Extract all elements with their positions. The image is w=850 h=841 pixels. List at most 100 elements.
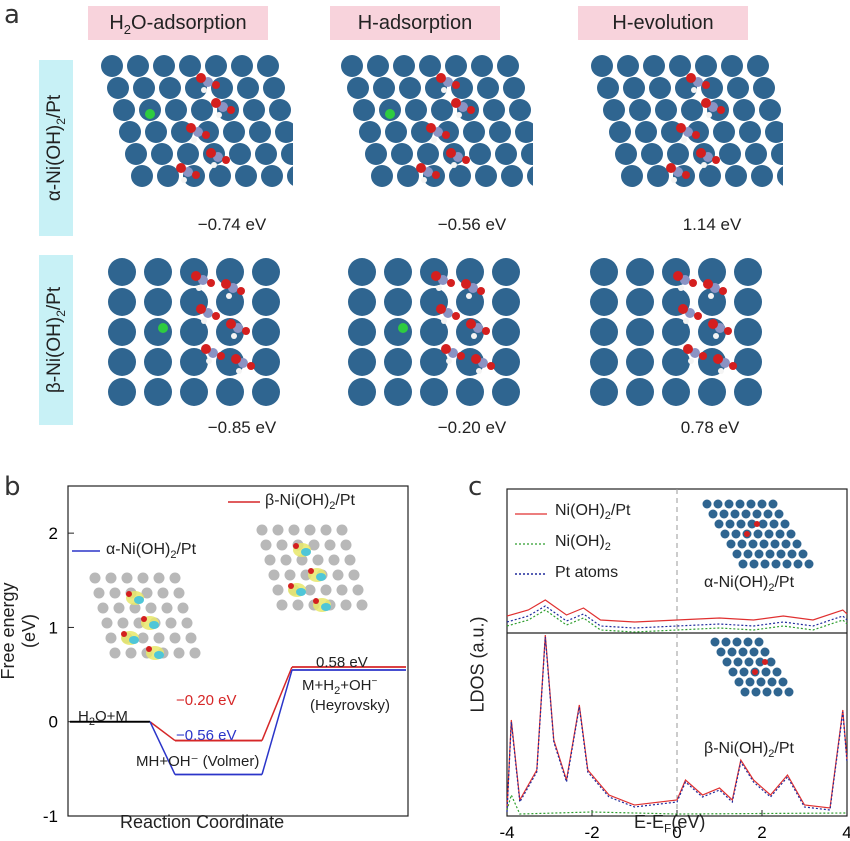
label-h2o-m: H2O+M xyxy=(78,708,128,728)
pt-atom xyxy=(698,258,726,286)
col-title-h2o-adsorption: H2O-adsorption xyxy=(88,6,268,40)
adsorbed-h-atom xyxy=(385,109,395,119)
pt-atom xyxy=(649,77,671,99)
pt-atom xyxy=(384,258,412,286)
adsorbed-h-atom xyxy=(398,323,408,333)
pt-atom xyxy=(180,318,208,346)
pt-atom xyxy=(734,288,762,316)
energy-connector-beta xyxy=(261,666,293,741)
pt-atom xyxy=(263,77,285,99)
pt-atom xyxy=(759,539,769,549)
pt-atom xyxy=(348,348,376,376)
o-atom xyxy=(673,271,683,281)
pt-atom xyxy=(367,55,389,77)
beta-h-adsorption-structure xyxy=(348,258,520,406)
alpha-structure-inset xyxy=(702,499,814,569)
pt-atom xyxy=(740,687,750,697)
pt-atom xyxy=(804,559,814,569)
pt-atom xyxy=(296,554,308,566)
legend-alpha-label: α-Ni(OH)2/Pt xyxy=(106,541,197,562)
label-heyrovsky: (Heyrovsky) xyxy=(310,697,391,714)
o-atom xyxy=(196,73,206,83)
o-atom xyxy=(247,362,255,370)
ytick-label: 1 xyxy=(49,618,58,637)
o-atom xyxy=(222,156,230,164)
pt-atom xyxy=(269,99,291,121)
pt-atom xyxy=(509,99,531,121)
pt-atom xyxy=(144,348,172,376)
h-atom xyxy=(441,318,447,324)
ldos-beta-pt xyxy=(506,636,848,813)
pt-atom xyxy=(787,549,797,559)
pt-atom xyxy=(765,121,783,143)
h-atom xyxy=(683,318,689,324)
pt-atom xyxy=(101,617,113,629)
pt-atom xyxy=(590,318,618,346)
pt-atom xyxy=(157,587,169,599)
pt-atom xyxy=(477,77,499,99)
adsorbed-h-atom xyxy=(158,323,168,333)
pt-atom xyxy=(169,572,181,584)
pt-atom xyxy=(384,318,412,346)
o-atom xyxy=(212,81,220,89)
o-atom xyxy=(212,312,220,320)
pt-atom xyxy=(626,258,654,286)
pt-atom xyxy=(753,77,775,99)
pt-atom xyxy=(743,549,753,559)
pt-atom xyxy=(741,509,751,519)
energy-beta-h: −0.20 eV xyxy=(437,418,507,437)
pt-atom xyxy=(626,288,654,316)
pt-atom xyxy=(391,143,413,165)
h-atom xyxy=(456,112,462,118)
pt-atom xyxy=(483,99,505,121)
xtick-label: -4 xyxy=(499,823,514,841)
o-atom xyxy=(186,123,196,133)
pt-atom xyxy=(359,121,381,143)
o-atom xyxy=(226,319,236,329)
pt-atom xyxy=(264,554,276,566)
legend-beta-label: β-Ni(OH)2/Pt xyxy=(265,492,355,513)
energy-beta-h2o: −0.85 eV xyxy=(207,418,277,437)
energy-alpha-hevo: 1.14 eV xyxy=(682,215,742,234)
pt-atom xyxy=(527,166,533,186)
h-atom xyxy=(451,162,457,168)
pt-atom xyxy=(738,559,748,569)
pt-atom xyxy=(292,599,304,611)
o-atom xyxy=(682,171,690,179)
o-atom xyxy=(762,659,768,665)
pt-atom xyxy=(332,569,344,581)
pt-atom xyxy=(256,524,268,536)
pt-atom xyxy=(127,55,149,77)
pt-atom xyxy=(173,647,185,659)
pt-atom xyxy=(365,143,387,165)
pt-atom xyxy=(113,99,135,121)
o-atom xyxy=(729,362,737,370)
row-label-beta: β-Ni(OH)2/Pt xyxy=(39,255,73,425)
h-atom xyxy=(201,87,207,93)
pt-atom xyxy=(713,499,723,509)
pt-atom xyxy=(144,288,172,316)
ldos-beta-ni-pt xyxy=(506,634,848,811)
pt-atom xyxy=(745,677,755,687)
ytick-label: -1 xyxy=(43,807,58,826)
o-atom xyxy=(752,669,758,675)
value-beta: −0.20 eV xyxy=(176,692,237,709)
pt-atom xyxy=(243,99,265,121)
pt-atom xyxy=(771,143,783,165)
legend-ni-pt-label: Ni(OH)2/Pt xyxy=(555,502,631,523)
pt-atom xyxy=(252,318,280,346)
pt-atom xyxy=(771,559,781,569)
pt-atom xyxy=(515,121,533,143)
pt-atom xyxy=(590,348,618,376)
pt-atom xyxy=(449,165,471,187)
pt-atom xyxy=(252,288,280,316)
pt-atom xyxy=(763,509,773,519)
pt-atom xyxy=(89,572,101,584)
pt-atom xyxy=(385,121,407,143)
o-atom xyxy=(477,287,485,295)
pt-atom xyxy=(431,99,453,121)
pt-atom xyxy=(734,258,762,286)
pt-atom xyxy=(133,77,155,99)
pt-atom xyxy=(615,143,637,165)
pt-atom xyxy=(762,687,772,697)
